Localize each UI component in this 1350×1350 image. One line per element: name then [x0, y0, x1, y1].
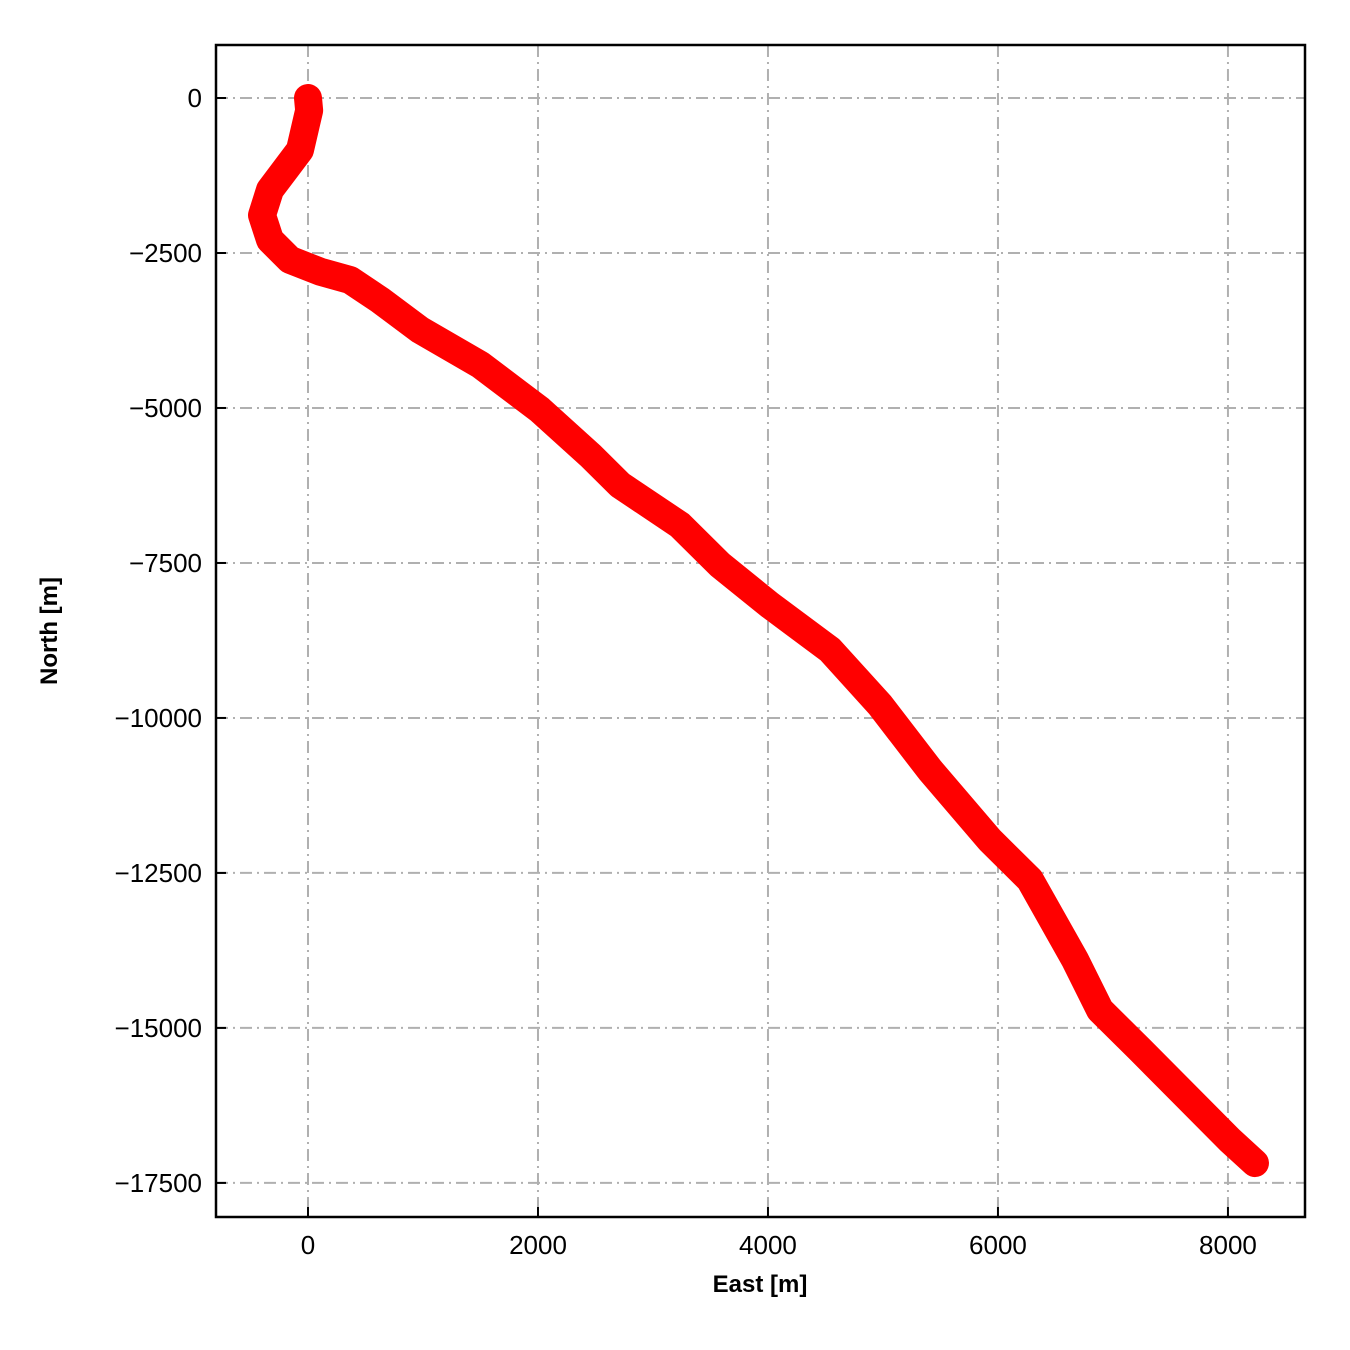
x-tick-label: 2000	[509, 1230, 567, 1260]
y-tick-label: −7500	[129, 548, 202, 578]
y-tick-label: −17500	[115, 1168, 202, 1198]
x-tick-label: 4000	[739, 1230, 797, 1260]
x-tick-label: 0	[301, 1230, 315, 1260]
y-tick-label: −12500	[115, 858, 202, 888]
x-tick-label: 8000	[1199, 1230, 1257, 1260]
plot-frame	[214, 43, 1307, 1219]
x-axis-label: East [m]	[713, 1271, 808, 1298]
y-tick-label: −15000	[115, 1013, 202, 1043]
y-tick-label: −10000	[115, 703, 202, 733]
y-tick-label: 0	[188, 83, 202, 113]
y-axis-label: North [m]	[36, 577, 63, 685]
y-tick-label: −2500	[129, 238, 202, 268]
y-tick-label: −5000	[129, 393, 202, 423]
x-tick-label: 6000	[969, 1230, 1027, 1260]
trajectory	[247, 84, 1269, 1178]
